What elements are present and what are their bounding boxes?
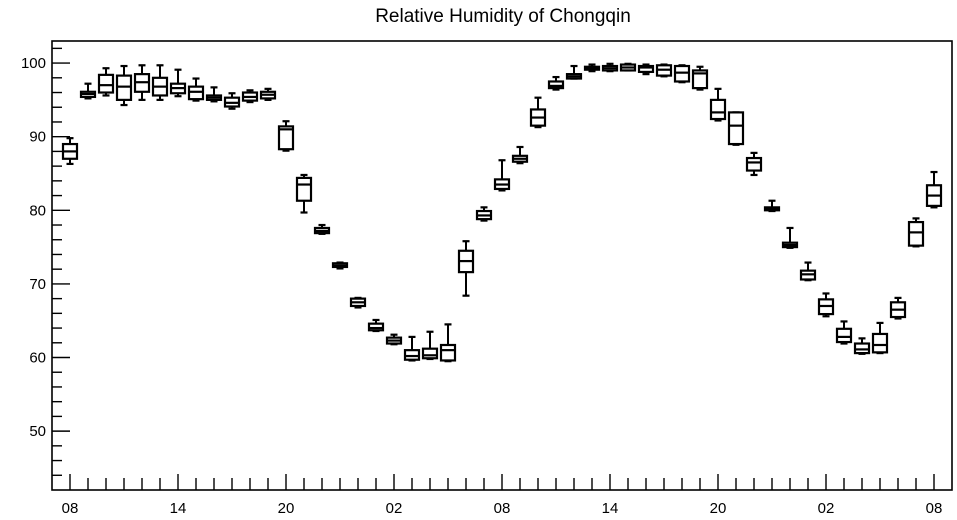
box-glyph	[61, 137, 79, 166]
box-iqr	[745, 156, 763, 172]
chart-title: Relative Humidity of Chongqin	[375, 6, 631, 27]
box-glyph	[385, 333, 403, 346]
box-iqr	[403, 349, 421, 361]
box-glyph	[259, 87, 277, 101]
box-glyph	[349, 296, 367, 309]
box-glyph	[457, 240, 475, 297]
box-glyph	[781, 226, 799, 249]
box-glyph	[79, 82, 97, 100]
box-glyph	[241, 89, 259, 104]
box-glyph	[169, 68, 187, 98]
box-glyph	[565, 64, 583, 80]
box-glyph	[763, 199, 781, 213]
plot-frame	[51, 40, 953, 491]
x-tick-label: 08	[62, 500, 79, 517]
box-glyph	[583, 63, 601, 73]
box-glyph	[475, 206, 493, 222]
box-iqr	[853, 342, 871, 355]
y-tick-label: 60	[29, 350, 46, 367]
box-iqr	[691, 69, 709, 90]
box-glyph	[547, 75, 565, 91]
box-iqr	[421, 347, 439, 360]
box-iqr	[907, 220, 925, 247]
box-iqr	[367, 322, 385, 332]
box-iqr	[871, 332, 889, 354]
x-tick-label: 20	[278, 500, 295, 517]
box-glyph	[817, 292, 835, 318]
box-glyph	[799, 261, 817, 282]
box-glyph	[313, 223, 331, 235]
box-iqr	[673, 64, 691, 83]
box-glyph	[907, 217, 925, 248]
box-glyph	[97, 67, 115, 97]
x-tick-label: 08	[494, 500, 511, 517]
box-iqr	[97, 73, 115, 94]
x-tick-label: 02	[818, 500, 835, 517]
box-glyph	[331, 261, 349, 270]
box-plot-marks	[61, 62, 943, 363]
box-iqr	[277, 125, 295, 151]
box-iqr	[637, 64, 655, 74]
x-tick-label: 14	[602, 500, 619, 517]
box-iqr	[835, 327, 853, 344]
box-glyph	[511, 145, 529, 165]
box-glyph	[205, 86, 223, 103]
y-tick-label: 50	[29, 423, 46, 440]
box-iqr	[709, 98, 727, 121]
box-glyph	[655, 63, 673, 78]
box-glyph	[727, 111, 745, 146]
box-iqr	[115, 74, 133, 101]
box-glyph	[889, 296, 907, 320]
y-tick-label: 80	[29, 202, 46, 219]
box-glyph	[529, 96, 547, 129]
box-glyph	[151, 64, 169, 101]
box-glyph	[835, 320, 853, 345]
y-tick-label: 70	[29, 276, 46, 293]
box-glyph	[601, 62, 619, 73]
box-glyph	[925, 170, 943, 209]
box-glyph	[637, 63, 655, 76]
box-glyph	[295, 173, 313, 214]
box-glyph	[223, 92, 241, 110]
x-axis: 08 14 20 02 08 14 20 02 08	[62, 474, 943, 517]
box-glyph	[367, 318, 385, 333]
box-glyph	[871, 321, 889, 355]
y-axis: 50 60 70 80 90 100	[21, 47, 70, 476]
box-iqr	[187, 85, 205, 101]
box-iqr	[439, 343, 457, 362]
y-tick-label: 100	[21, 55, 46, 72]
y-tick-label: 90	[29, 129, 46, 146]
box-glyph	[619, 62, 637, 72]
x-tick-label: 08	[926, 500, 943, 517]
box-iqr	[727, 111, 745, 146]
box-glyph	[403, 335, 421, 362]
box-glyph	[277, 120, 295, 152]
box-glyph	[133, 64, 151, 101]
box-glyph	[673, 64, 691, 84]
box-iqr	[295, 176, 313, 202]
box-glyph	[745, 151, 763, 177]
box-glyph	[691, 65, 709, 91]
box-glyph	[493, 159, 511, 192]
box-glyph	[187, 77, 205, 102]
box-glyph	[439, 323, 457, 363]
box-iqr	[547, 80, 565, 90]
box-glyph	[709, 87, 727, 122]
x-tick-label: 20	[710, 500, 727, 517]
box-glyph	[115, 64, 133, 107]
box-glyph	[853, 337, 871, 355]
x-tick-label: 02	[386, 500, 403, 517]
box-glyph	[421, 330, 439, 361]
x-tick-label: 14	[170, 500, 187, 517]
